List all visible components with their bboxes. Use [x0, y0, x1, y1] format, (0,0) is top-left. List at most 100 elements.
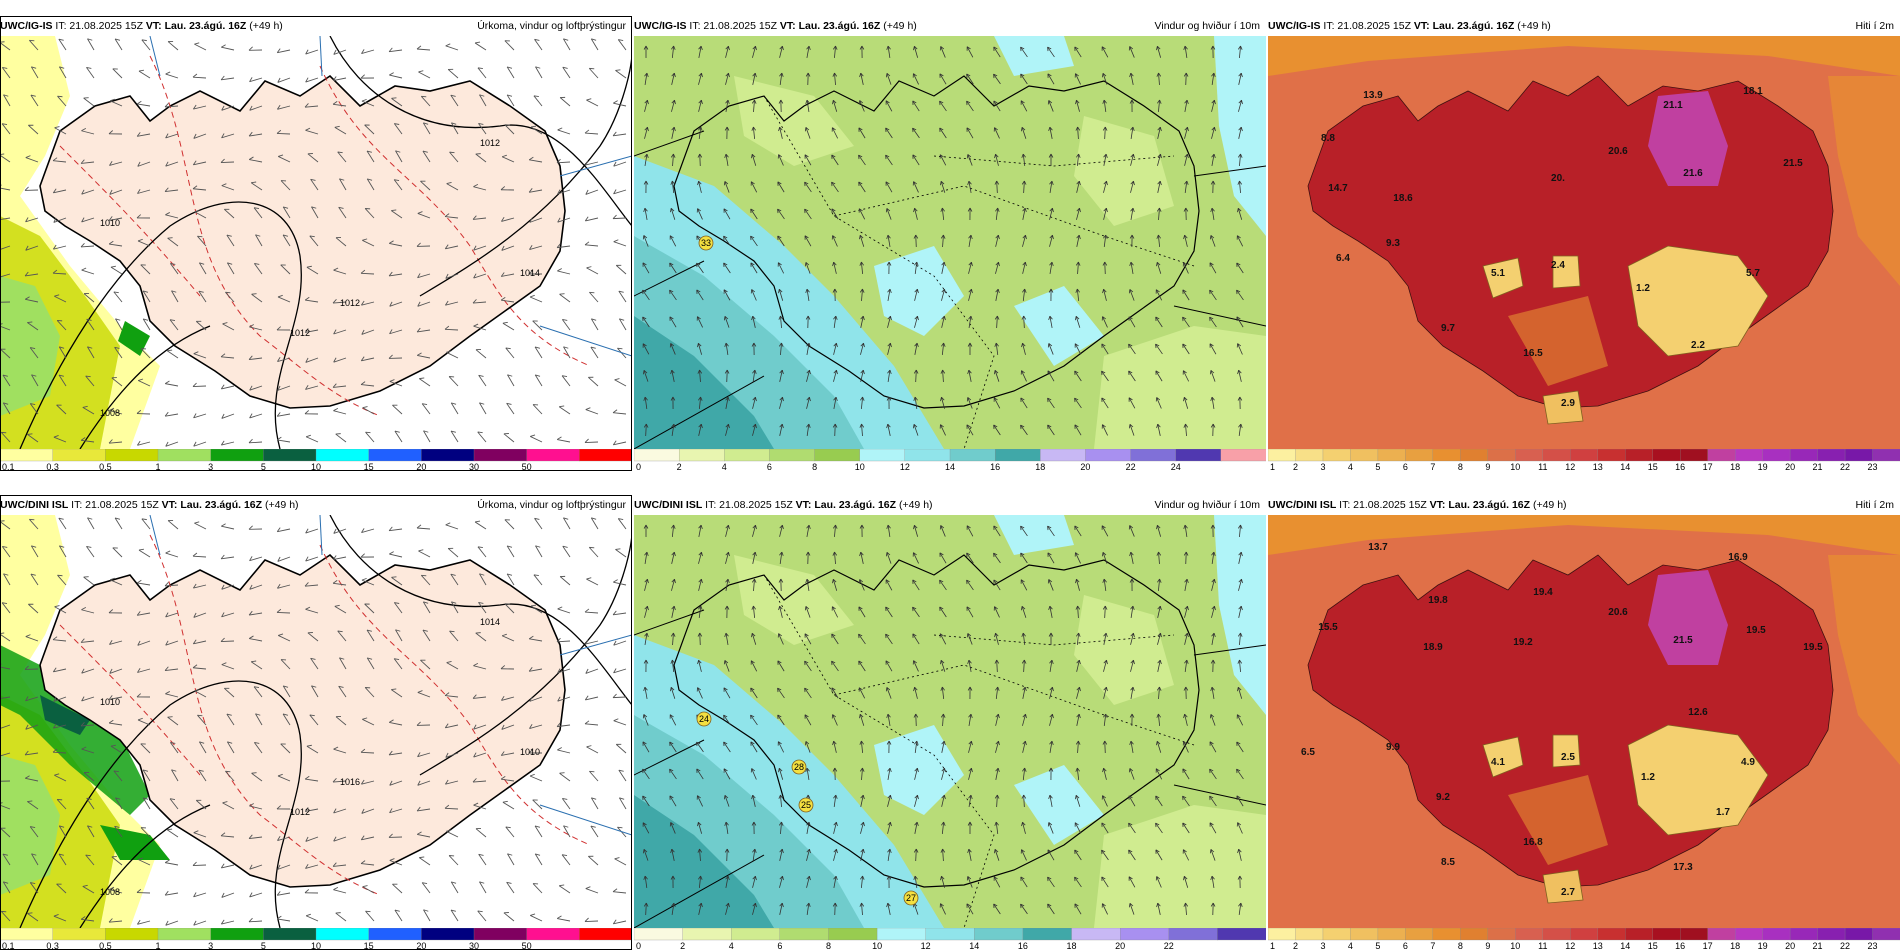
colorbar-segment [1844, 449, 1874, 462]
temperature-value: 18.9 [1423, 642, 1443, 653]
colorbar-label: 20 [1785, 941, 1795, 950]
wind-barbs [0, 38, 627, 447]
panel-header: UWC/DINI ISL IT: 21.08.2025 15Z VT: Lau.… [0, 495, 632, 515]
map-panel: UWC/DINI ISL IT: 21.08.2025 15Z VT: Lau.… [634, 495, 1266, 950]
temperature-value: 9.3 [1386, 238, 1400, 249]
map-area[interactable]: 13.7 16.9 19.8 19.4 20.6 15.5 18.9 19.2 21.5 19.5… [1268, 515, 1900, 928]
cold-area [1627, 724, 1769, 836]
panel-header: UWC/IG-IS IT: 21.08.2025 15Z VT: Lau. 23… [1268, 16, 1900, 36]
colorbar-segment [634, 449, 680, 462]
colorbar-segment [974, 928, 1024, 941]
colorbar-segment [1377, 928, 1407, 941]
colorbar-label: 14 [945, 462, 955, 471]
wind-arrows [642, 45, 1244, 437]
colorbar-segment [876, 928, 927, 941]
colorbar-segment [949, 449, 996, 462]
colorbar-segment [1817, 449, 1846, 462]
init-time: IT: 21.08.2025 15Z [1339, 499, 1427, 511]
colorbar-label: 12 [1565, 462, 1575, 471]
colorbar-label: 22 [1164, 941, 1174, 950]
map-area[interactable]: 1012 1014 1008 1010 1016 1010 [0, 515, 632, 928]
colorbar-segment [1844, 928, 1874, 941]
colorbar-label: 4 [1348, 941, 1353, 950]
colorbar-label: 9 [1485, 941, 1490, 950]
colorbar-label: 11 [1538, 941, 1547, 950]
colorbar-segment [1322, 449, 1352, 462]
isobar-label: 1010 [520, 747, 540, 757]
map-area[interactable]: 24 28 25 27 [634, 515, 1266, 928]
temperature-value: 19.4 [1533, 587, 1553, 598]
map-area[interactable]: 33 [634, 36, 1266, 449]
colorbar-segment [1652, 449, 1681, 462]
isobar-label: 1012 [480, 138, 500, 148]
colorbar-segment [1734, 449, 1764, 462]
colorbar-segment [1432, 449, 1461, 462]
gust-value: 33 [701, 238, 711, 248]
colorbar-segment [1268, 449, 1297, 462]
colorbar-segment [859, 449, 906, 462]
lead-time: (+49 h) [1517, 20, 1551, 32]
isobars [19, 515, 632, 928]
temperature-value: 14.7 [1328, 183, 1348, 194]
colorbar-label: 8 [1458, 462, 1463, 471]
colorbar-segment [1295, 928, 1324, 941]
temperature-value: 21.5 [1673, 635, 1693, 646]
lead-time: (+49 h) [249, 20, 283, 32]
colorbar-label: 23 [1868, 462, 1878, 471]
map-panel: UWC/DINI ISL IT: 21.08.2025 15Z VT: Lau.… [0, 495, 632, 950]
temperature-value: 6.4 [1336, 253, 1350, 264]
colorbar-segment [52, 449, 106, 462]
colorbar-segment [421, 449, 475, 462]
colorbar-label: 1 [155, 941, 160, 950]
isobar-label: 1010 [100, 218, 120, 228]
temperature-value: 15.5 [1318, 622, 1338, 633]
colorbar-label: 50 [522, 941, 532, 950]
temperature-value: 18.6 [1393, 193, 1413, 204]
temperature-value: 6.5 [1301, 747, 1315, 758]
temperature-value: 8.8 [1321, 133, 1335, 144]
colorbar-segment [105, 449, 159, 462]
panel-title: Hiti í 2m [1855, 499, 1894, 511]
gust-marker [696, 711, 712, 727]
colorbar-segment [1515, 928, 1544, 941]
lead-time: (+49 h) [1532, 499, 1567, 511]
iceland-landmass [39, 74, 566, 409]
colorbar-label: 1 [1270, 462, 1275, 471]
map-area[interactable]: 13.9 21.1 18.1 8.8 20. 20.6 21.6 21.5 14.7 18.6 9.… [1268, 36, 1900, 449]
isobars [19, 36, 632, 449]
colorbar-segment [1597, 928, 1626, 941]
colorbar-segment [1789, 449, 1819, 462]
colorbar-segment [1652, 928, 1681, 941]
colorbar-segment [1460, 449, 1489, 462]
colorbar-segment [1350, 928, 1379, 941]
isobar-label: 1008 [100, 408, 120, 418]
colorbar-segment [678, 449, 725, 462]
colorbar-label: 14 [1620, 941, 1630, 950]
colorbar-label: 5 [261, 462, 266, 471]
colorbar-segment [1322, 928, 1352, 941]
colorbar-segment [1597, 449, 1626, 462]
colorbar: 0.1 0.3 0.5 1 3 5 10 15 20 30 50 [0, 449, 632, 471]
colorbar-label: 2 [1293, 462, 1298, 471]
colorbar-segment [1515, 449, 1544, 462]
colorbar-segment [769, 449, 816, 462]
colorbar-label: 8 [826, 941, 831, 950]
colorbar-segment [724, 449, 771, 462]
colorbar-label: 21 [1813, 941, 1823, 950]
colorbar-label: 3 [1320, 462, 1325, 471]
colorbar-segment [828, 928, 878, 941]
iceland-landmass [39, 553, 566, 888]
panel-title: Hiti í 2m [1855, 20, 1894, 32]
colorbar-label: 0 [636, 462, 641, 471]
valid-time: VT: Lau. 23.ágú. 16Z [1429, 499, 1531, 511]
gust-marker [698, 235, 714, 251]
gust-value: 28 [794, 762, 804, 772]
colorbar-label: 19 [1758, 462, 1768, 471]
temperature-value: 2.2 [1691, 340, 1705, 351]
map-area[interactable]: 1012 1012 1008 1014 1012 1010 [0, 36, 632, 449]
colorbar-label: 0.5 [99, 941, 112, 950]
model-name: UWC/DINI ISL [0, 499, 69, 511]
temperature-value: 20.6 [1608, 146, 1628, 157]
colorbar-segment [1405, 449, 1434, 462]
temperature-value: 4.9 [1741, 757, 1755, 768]
